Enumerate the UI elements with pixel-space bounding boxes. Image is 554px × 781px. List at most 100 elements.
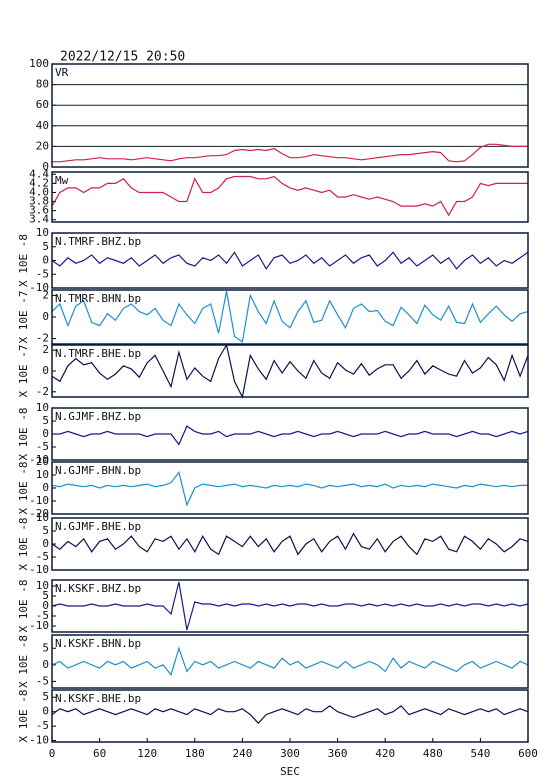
trace (51, 581, 529, 631)
trace (51, 471, 528, 507)
panel-frame (51, 579, 529, 633)
y-axis-label: X 10E -8 (17, 518, 30, 571)
panel-frame (51, 289, 529, 345)
panel-label: VR (55, 66, 69, 79)
trace (51, 532, 529, 556)
panel-label: N.KSKF.BHZ.bp (55, 582, 141, 595)
x-axis-label: SEC (280, 765, 300, 778)
y-tick-label: 0 (42, 310, 49, 323)
y-tick-label: 0 (42, 427, 49, 440)
x-tick-label: 600 (518, 747, 538, 760)
y-axis-label: X 10E -8 (17, 635, 30, 688)
y-tick-label: 0 (42, 537, 49, 550)
trace (52, 425, 529, 446)
x-tick-label: 420 (375, 747, 395, 760)
panel-label: N.TMRF.BHN.bp (55, 292, 141, 305)
y-tick-label: -5 (36, 550, 49, 563)
y-axis-label: X 10E -8 (17, 234, 30, 287)
trace (51, 646, 529, 677)
y-tick-label: 100 (29, 57, 49, 70)
y-axis-label: X 10E -8 (17, 462, 30, 515)
y-tick-label: 4.0 (29, 185, 49, 198)
y-tick-label: 20 (36, 455, 49, 468)
y-tick-label: -10 (29, 619, 49, 632)
y-tick-label: 3.8 (29, 195, 49, 208)
y-axis-label: X 10E -8 (17, 690, 30, 743)
panel-label: N.GJMF.BHZ.bp (55, 410, 141, 423)
y-tick-label: -10 (29, 563, 49, 576)
panel-label: N.GJMF.BHN.bp (55, 464, 141, 477)
y-tick-label: 10 (36, 579, 49, 592)
panel-label: N.TMRF.BHZ.bp (55, 235, 141, 248)
y-tick-label: 0 (42, 481, 49, 494)
x-tick-label: 360 (328, 747, 348, 760)
x-tick-label: 240 (232, 747, 252, 760)
y-tick-label: -5 (36, 440, 49, 453)
panel-frame (51, 344, 529, 398)
y-tick-label: 0 (42, 160, 49, 173)
panel-label: N.TMRF.BHE.bp (55, 347, 141, 360)
y-tick-label: -20 (29, 507, 49, 520)
y-tick-label: 80 (36, 78, 49, 91)
x-tick-label: 60 (93, 747, 106, 760)
y-tick-label: 0 (42, 364, 49, 377)
y-tick-label: 4.2 (29, 176, 49, 189)
y-tick-label: 5 (42, 240, 49, 253)
panel-frame (51, 461, 529, 515)
y-tick-label: 0 (42, 254, 49, 267)
y-tick-label: 60 (36, 98, 49, 111)
y-tick-label: 2 (42, 343, 49, 356)
trace (51, 290, 529, 343)
y-tick-label: 20 (36, 139, 49, 152)
trace (51, 343, 529, 399)
y-tick-label: 4.4 (29, 167, 49, 180)
y-tick-label: -10 (29, 734, 49, 747)
panel-label: N.GJMF.BHE.bp (55, 520, 141, 533)
y-axis-label: X 10E -8 (17, 408, 30, 461)
y-tick-label: -2 (36, 332, 49, 345)
figure-title: 2022/12/15 20:50 (60, 50, 185, 65)
y-tick-label: -2 (36, 385, 49, 398)
trace (52, 143, 528, 163)
x-tick-label: 180 (185, 747, 205, 760)
x-tick-label: 300 (280, 747, 300, 760)
x-tick-label: 0 (49, 747, 56, 760)
x-tick-label: 480 (423, 747, 443, 760)
y-tick-label: -5 (36, 267, 49, 280)
y-axis-label: X 10E -7 (17, 345, 30, 398)
y-axis-label: X 10E -8 (17, 580, 30, 633)
trace (51, 251, 529, 270)
panel-label: N.KSKF.BHN.bp (55, 637, 141, 650)
y-tick-label: 3.4 (29, 213, 49, 226)
y-tick-label: -5 (36, 674, 49, 687)
y-tick-label: -10 (29, 453, 49, 466)
panel-label: Mw (55, 174, 69, 187)
y-tick-label: 2 (42, 288, 49, 301)
panel-frame (51, 232, 529, 289)
y-tick-label: 5 (42, 589, 49, 602)
panel-frame (51, 517, 529, 571)
y-tick-label: -10 (29, 281, 49, 294)
trace (51, 705, 529, 725)
panel-label: N.KSKF.BHE.bp (55, 692, 141, 705)
y-tick-label: 5 (42, 641, 49, 654)
y-tick-label: 3.6 (29, 204, 49, 217)
y-tick-label: 5 (42, 690, 49, 703)
panel-frame (51, 171, 529, 223)
y-tick-label: 40 (36, 119, 49, 132)
y-tick-label: 10 (36, 511, 49, 524)
y-tick-label: 10 (36, 226, 49, 239)
y-tick-label: -5 (36, 609, 49, 622)
y-tick-label: -10 (29, 494, 49, 507)
x-tick-label: 540 (470, 747, 490, 760)
y-axis-label: X 10E -7 (17, 291, 30, 344)
y-tick-label: 10 (36, 468, 49, 481)
y-tick-label: 5 (42, 524, 49, 537)
panel-frame (51, 634, 529, 689)
y-tick-label: 0 (42, 599, 49, 612)
panel-frame (51, 407, 529, 461)
trace (51, 175, 528, 217)
y-tick-label: 5 (42, 414, 49, 427)
y-tick-label: 10 (36, 401, 49, 414)
